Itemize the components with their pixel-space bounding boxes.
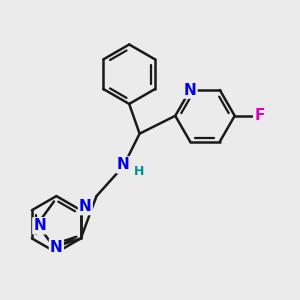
Text: N: N	[184, 82, 196, 98]
Text: N: N	[50, 240, 63, 255]
Text: F: F	[254, 108, 265, 123]
Text: N: N	[117, 158, 130, 172]
Text: N: N	[33, 218, 46, 233]
Text: H: H	[134, 165, 144, 178]
Text: N: N	[79, 199, 92, 214]
